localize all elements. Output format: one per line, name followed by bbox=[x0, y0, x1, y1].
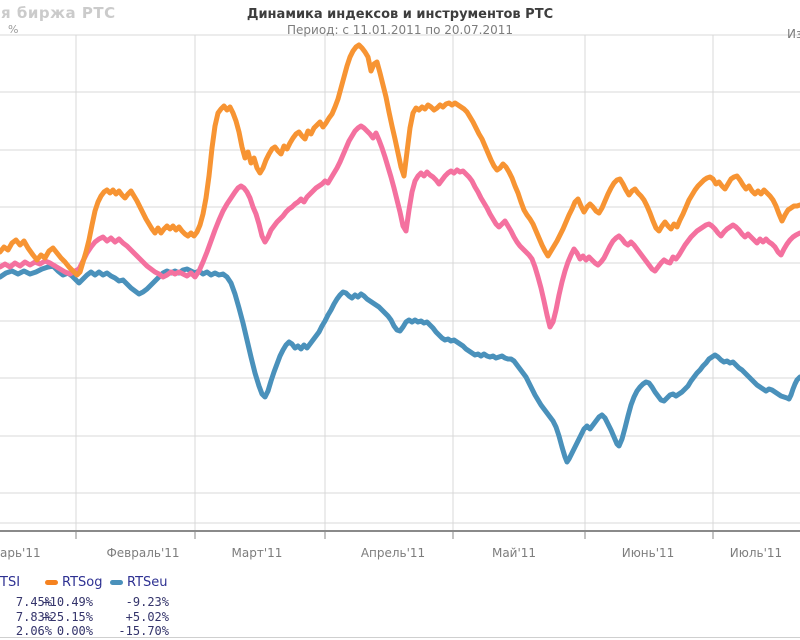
chart-title: Динамика индексов и инструментов РТС bbox=[246, 7, 554, 22]
legend-value-rtseu-row3: -15.70% bbox=[118, 624, 169, 638]
y-axis-unit-label: % bbox=[8, 23, 19, 36]
x-axis-label-арь11: арь'11 bbox=[0, 546, 41, 560]
x-axis-label-Март11: Март'11 bbox=[231, 546, 283, 560]
legend-value-rtsog-row2: +25.15% bbox=[42, 610, 93, 624]
chart-subtitle: Период: с 11.01.2011 по 20.07.2011 bbox=[287, 23, 513, 37]
legend-value-rtseu-row2: +5.02% bbox=[125, 610, 169, 624]
legend-value-rtsog-row1: +10.49% bbox=[42, 595, 93, 609]
legend-label-rtsi[interactable]: TSI bbox=[0, 575, 21, 590]
legend-value-rtsi-row3: 2.06% bbox=[15, 624, 52, 638]
x-axis-label-Июль11: Июль'11 bbox=[729, 546, 783, 560]
series-line-rtsi bbox=[0, 123, 800, 330]
series-line-rtseu bbox=[0, 263, 800, 465]
legend-label-rtseu[interactable]: RTSeu bbox=[127, 575, 168, 590]
series-line-rtsog bbox=[0, 42, 800, 278]
legend-swatch-rtseu[interactable] bbox=[110, 580, 123, 585]
x-axis-label-Февраль11: Февраль'11 bbox=[106, 546, 180, 560]
x-axis-label-Апрель11: Апрель'11 bbox=[360, 546, 426, 560]
legend-swatch-rtsog[interactable] bbox=[45, 580, 58, 585]
change-column-header-clipped: Из bbox=[787, 27, 800, 41]
legend-label-rtsog[interactable]: RTSog bbox=[62, 575, 103, 590]
bottom-divider bbox=[0, 637, 800, 638]
legend-value-rtseu-row1: -9.23% bbox=[125, 595, 169, 609]
legend-value-rtsi-row1: 7.45% bbox=[15, 595, 52, 609]
legend-value-rtsog-row3: 0.00% bbox=[56, 624, 93, 638]
x-axis-label-Июнь11: Июнь'11 bbox=[621, 546, 675, 560]
x-axis-label-Май11: Май'11 bbox=[491, 546, 537, 560]
legend-value-rtsi-row2: 7.83% bbox=[15, 610, 52, 624]
exchange-logo-watermark: я биржа РТС bbox=[1, 4, 116, 22]
